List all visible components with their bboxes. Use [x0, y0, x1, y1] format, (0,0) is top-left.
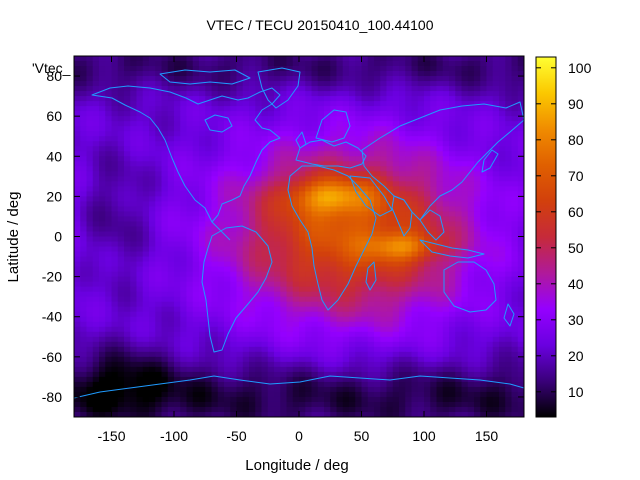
- coast-antarctica: [74, 375, 524, 417]
- colorbar-tick-label: 90: [568, 96, 584, 112]
- coast-africa: [287, 165, 377, 311]
- vtec-heatmap-field: [74, 56, 524, 417]
- y-tick-label: -40: [42, 309, 62, 325]
- x-tick-label: 150: [475, 428, 499, 444]
- key-label: 'Vtec_: [32, 60, 71, 76]
- coast-hudson-bay: [204, 114, 233, 133]
- colorbar-tick-label: 70: [568, 168, 584, 184]
- coast-scandinavia: [315, 109, 351, 143]
- colorbar: [535, 56, 557, 418]
- y-tick-label: 0: [54, 229, 62, 245]
- y-tick-label: -60: [42, 349, 62, 365]
- y-axis-label: Latitude / deg: [5, 192, 22, 283]
- colorbar-tick-label: 30: [568, 312, 584, 328]
- y-tick-label: 20: [46, 188, 62, 204]
- y-tick-label: 60: [46, 108, 62, 124]
- x-tick-label: 50: [354, 428, 370, 444]
- y-tick-label: 40: [46, 148, 62, 164]
- x-axis-label: Longitude / deg: [245, 457, 348, 474]
- x-tick-label: -100: [160, 428, 188, 444]
- coast-south-america: [201, 225, 273, 353]
- coast-southeast-asia: [419, 209, 445, 241]
- coast-new-zealand: [503, 303, 515, 327]
- y-tick-label: 80: [46, 68, 62, 84]
- coast-madagascar: [365, 261, 377, 291]
- colorbar-tick-label: 40: [568, 276, 584, 292]
- chart-title: VTEC / TECU 20150410_100.44100: [206, 17, 434, 33]
- colorbar-tick-label: 50: [568, 240, 584, 256]
- coast-north-america: [91, 85, 281, 223]
- coast-japan: [481, 149, 499, 173]
- colorbar-tick-label: 20: [568, 348, 584, 364]
- coast-british-isles: [295, 131, 307, 149]
- y-tick-label: -20: [42, 269, 62, 285]
- coast-indonesia: [419, 239, 485, 259]
- coast-australia: [443, 261, 497, 313]
- x-tick-label: 0: [295, 428, 303, 444]
- x-axis-ticks: -150 -100 -50 0 50 100 150: [97, 56, 498, 444]
- y-axis-ticks: -80 -60 -40 -20 0 20 40 60 80: [42, 68, 524, 405]
- vtec-cells: [74, 56, 524, 417]
- colorbar-tick-label: 80: [568, 132, 584, 148]
- x-tick-label: -150: [97, 428, 125, 444]
- coast-india: [391, 195, 413, 237]
- x-tick-label: 100: [412, 428, 436, 444]
- colorbar-ticks: 10 20 30 40 50 60 70 80 90 100: [536, 60, 592, 400]
- coast-arctic-islands: [159, 69, 251, 85]
- colorbar-tick-label: 60: [568, 204, 584, 220]
- colorbar-tick-label: 100: [568, 60, 592, 76]
- y-tick-label: -80: [42, 389, 62, 405]
- colorbar-tick-label: 10: [568, 384, 584, 400]
- coastline-overlay: [74, 67, 524, 417]
- coast-greenland: [257, 67, 301, 109]
- coast-arabia: [349, 175, 393, 217]
- x-tick-label: -50: [226, 428, 246, 444]
